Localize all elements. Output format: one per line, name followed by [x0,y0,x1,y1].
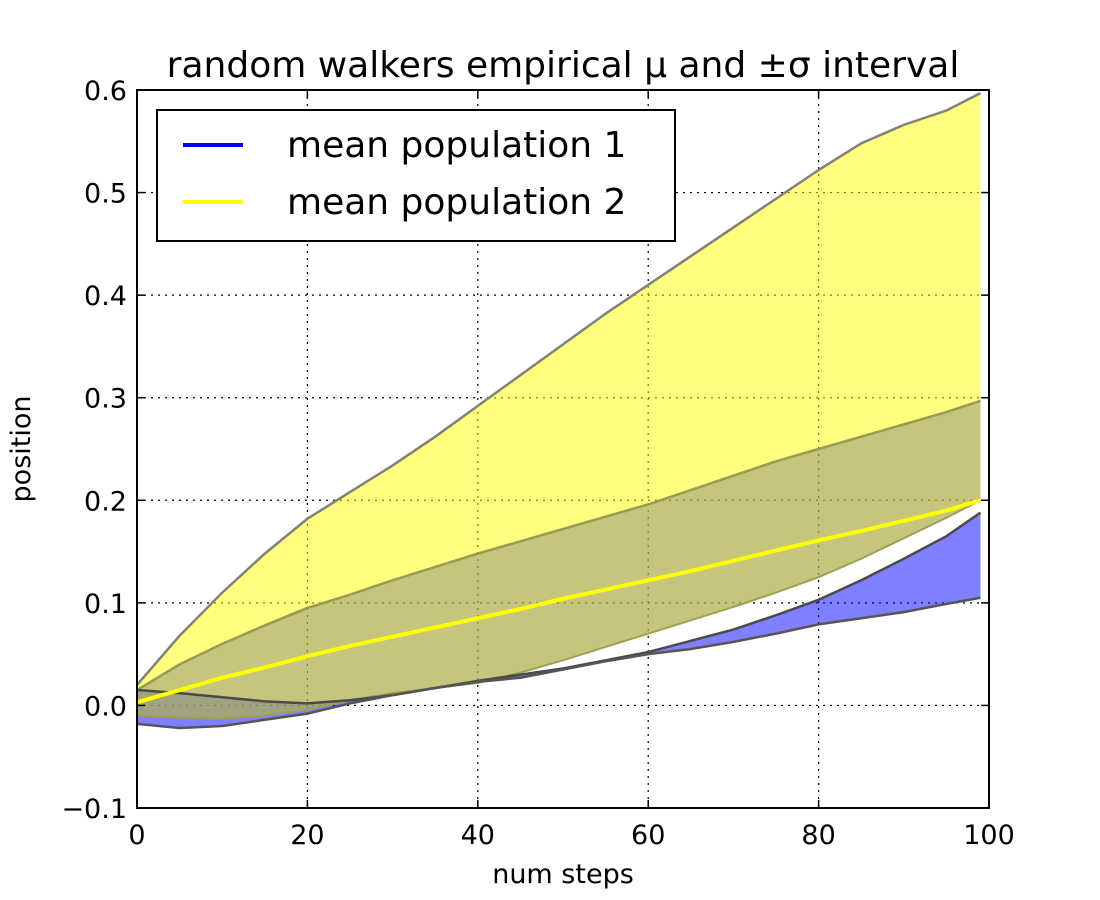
band-overlap [137,400,981,719]
x-tick-label: 80 [801,820,835,851]
y-tick-label: 0.0 [84,691,127,722]
legend-label-population-1: mean population 1 [287,125,626,166]
y-tick-label: 0.1 [84,589,127,620]
y-tick-label: 0.5 [84,179,127,210]
series-bands [137,93,981,728]
y-tick-label: 0.2 [84,486,127,517]
band-population-2 [137,93,981,719]
x-tick-label: 20 [290,820,324,851]
legend-box [156,109,676,242]
x-axis: 0 20 40 60 80 100 [128,90,1015,851]
population-2-upper-edge [136,91,982,686]
legend-label-population-2: mean population 2 [287,182,626,223]
population-2-lower-edge [136,499,981,720]
series-lines [136,91,982,730]
plot-frame [136,89,990,809]
y-tick-label: 0.6 [84,76,127,107]
y-tick-label: −0.1 [61,794,127,825]
y-tick-label: 0.4 [84,281,127,312]
x-tick-label: 40 [461,820,495,851]
x-tick-label: 0 [128,820,145,851]
y-axis: −0.1 0.0 0.1 0.2 0.3 0.4 0.5 0.6 [61,76,989,825]
y-tick-label: 0.3 [84,384,127,415]
chart-title: random walkers empirical μ and ±σ interv… [167,45,960,86]
x-tick-label: 60 [631,820,665,851]
population-2-band-edge [136,399,981,692]
population-1-lower-edge [136,596,981,730]
legend: mean population 1 mean population 2 [156,109,676,242]
mean-line-population-2 [136,498,982,705]
x-axis-label: num steps [492,859,634,890]
x-tick-label: 100 [963,820,1015,851]
y-axis-label: position [6,396,37,503]
